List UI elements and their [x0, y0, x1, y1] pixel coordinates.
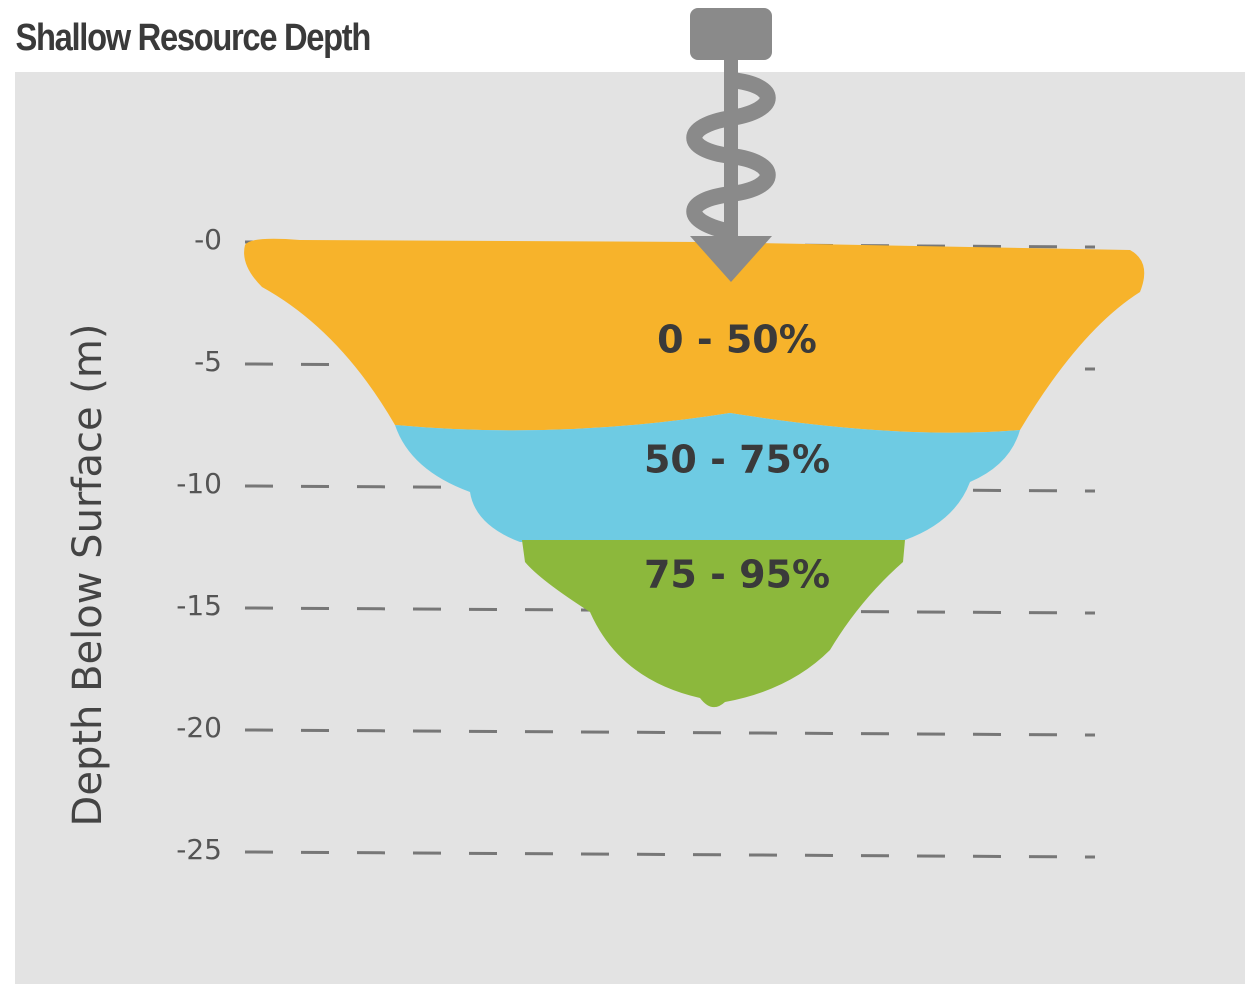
tick-label: -5	[194, 345, 222, 378]
zone-label: 0 - 50%	[657, 318, 817, 362]
zone-blue	[395, 413, 1020, 542]
zone-label: 75 - 95%	[644, 553, 830, 597]
zone-orange	[244, 238, 1145, 433]
drill	[686, 8, 776, 282]
zone-green	[522, 540, 905, 708]
title: Shallow Resource Depth	[15, 16, 370, 59]
tick-label: -25	[176, 833, 222, 866]
tick-label: -15	[176, 589, 222, 622]
zone-label: 50 - 75%	[644, 438, 830, 482]
tick-label: -20	[176, 711, 222, 744]
tick-label: -0	[194, 223, 222, 256]
axis-label: Depth Below Surface (m)	[65, 324, 111, 827]
tick-label: -10	[176, 467, 222, 500]
